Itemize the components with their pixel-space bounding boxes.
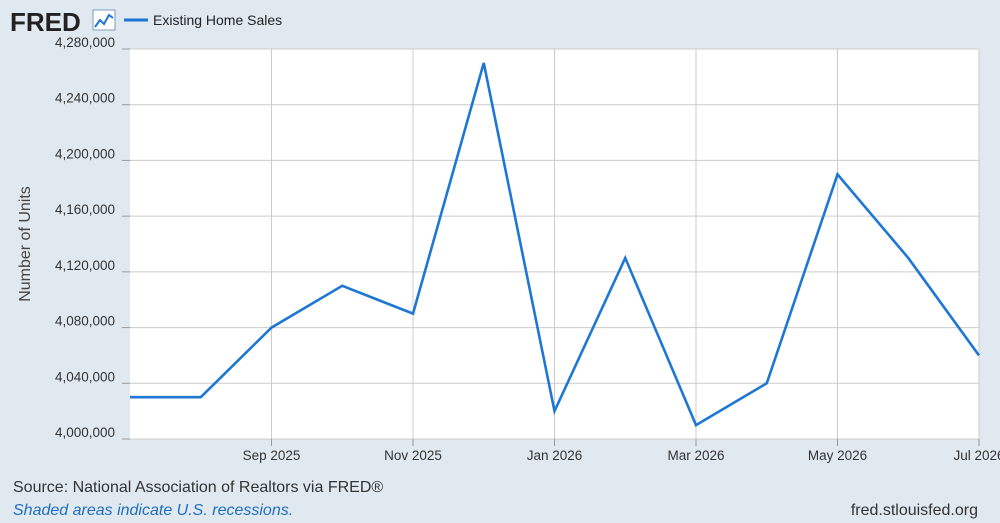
y-tick-label: 4,040,000 bbox=[55, 369, 115, 384]
data-point[interactable] bbox=[125, 392, 135, 402]
y-tick-label: 4,160,000 bbox=[55, 202, 115, 217]
data-point[interactable] bbox=[833, 169, 843, 179]
series-line bbox=[130, 62, 981, 427]
recession-note: Shaded areas indicate U.S. recessions. bbox=[13, 502, 294, 519]
x-tick-label: Nov 2025 bbox=[384, 448, 442, 463]
legend: Existing Home Sales bbox=[124, 12, 282, 28]
line-chart-icon bbox=[92, 9, 116, 31]
data-point[interactable] bbox=[337, 281, 347, 291]
y-tick-label: 4,000,000 bbox=[55, 425, 115, 440]
site-url[interactable]: fred.stlouisfed.org bbox=[850, 502, 978, 519]
x-tick-label: Jul 2026 bbox=[953, 448, 1000, 463]
y-tick-label: 4,280,000 bbox=[55, 35, 115, 50]
data-point[interactable] bbox=[620, 253, 630, 263]
source-note: Source: National Association of Realtors… bbox=[13, 479, 384, 496]
data-point[interactable] bbox=[550, 406, 560, 416]
data-point[interactable] bbox=[479, 58, 489, 68]
y-tick-label: 4,200,000 bbox=[55, 146, 115, 161]
data-point[interactable] bbox=[691, 420, 701, 430]
logo-text: FRED bbox=[10, 7, 81, 37]
y-tick-label: 4,240,000 bbox=[55, 91, 115, 106]
data-point[interactable] bbox=[408, 309, 418, 319]
legend-label: Existing Home Sales bbox=[153, 12, 282, 28]
fred-logo[interactable]: FRED bbox=[10, 7, 116, 37]
y-tick-label: 4,080,000 bbox=[55, 314, 115, 329]
data-point[interactable] bbox=[196, 392, 206, 402]
y-axis-ticks: 4,000,000 4,040,000 4,080,000 4,120,000 4,16… bbox=[55, 35, 130, 440]
x-tick-label: May 2026 bbox=[808, 448, 867, 463]
data-point[interactable] bbox=[903, 253, 913, 263]
data-point[interactable] bbox=[267, 323, 277, 333]
series-layer bbox=[125, 58, 984, 430]
data-point[interactable] bbox=[762, 378, 772, 388]
x-axis-ticks: Sep 2025 Nov 2025 Jan 2026 Mar 2026 May 2026… bbox=[243, 439, 1000, 463]
x-tick-label: Mar 2026 bbox=[667, 448, 724, 463]
y-axis-label: Number of Units bbox=[17, 186, 34, 302]
y-tick-label: 4,120,000 bbox=[55, 258, 115, 273]
x-tick-label: Jan 2026 bbox=[527, 448, 583, 463]
data-point[interactable] bbox=[974, 350, 984, 360]
x-tick-label: Sep 2025 bbox=[243, 448, 301, 463]
